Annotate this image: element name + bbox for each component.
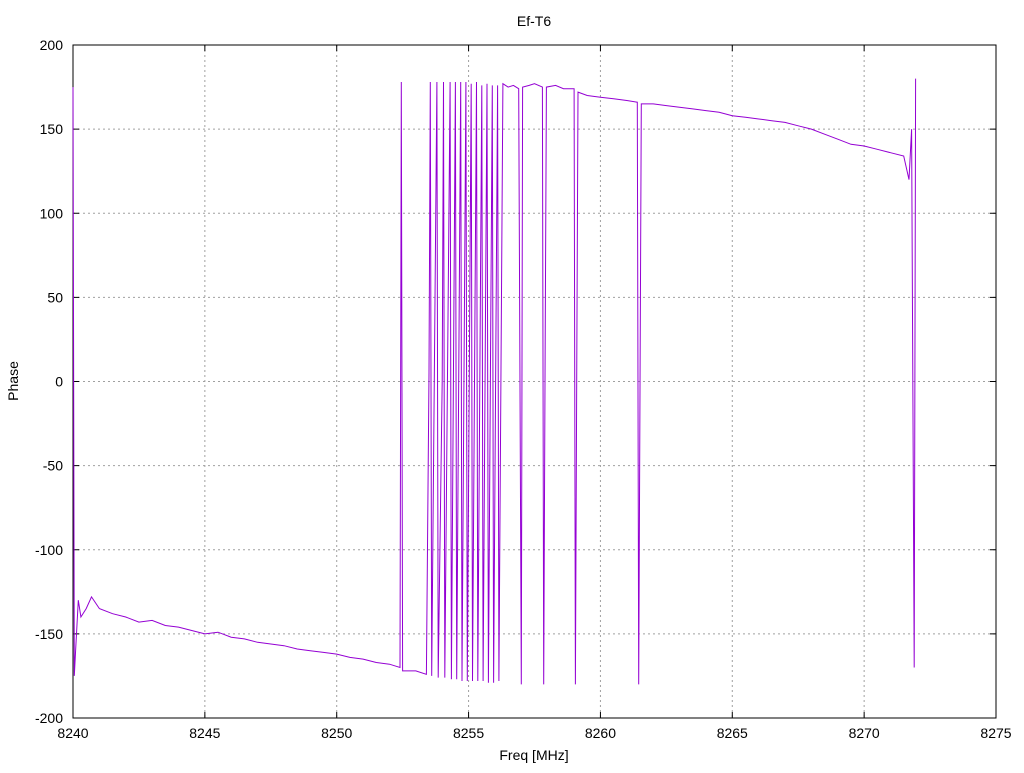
x-tick-label: 8260 [585,725,616,741]
x-tick-label: 8265 [717,725,748,741]
y-tick-label: -150 [35,626,63,642]
x-tick-label: 8270 [849,725,880,741]
y-tick-label: -200 [35,710,63,726]
y-tick-label: 200 [40,37,64,53]
x-tick-label: 8240 [57,725,88,741]
x-tick-label: 8275 [980,725,1011,741]
axis-ticks: 8240 8245 8250 8255 8260 8265 8270 8275 -200 -150… [35,37,1012,741]
y-axis-label: Phase [5,361,21,401]
y-tick-label: 0 [55,374,63,390]
x-tick-label: 8245 [189,725,220,741]
y-tick-label: 100 [40,205,64,221]
y-tick-label: -100 [35,542,63,558]
chart-title: Ef-T6 [517,13,551,29]
y-tick-label: 150 [40,121,64,137]
x-tick-label: 8255 [453,725,484,741]
x-tick-label: 8250 [321,725,352,741]
y-tick-label: 50 [47,289,63,305]
series-line [72,78,917,685]
grid-lines [73,45,996,718]
x-axis-label: Freq [MHz] [499,747,568,763]
y-tick-label: -50 [43,458,63,474]
series-layer [72,78,917,685]
